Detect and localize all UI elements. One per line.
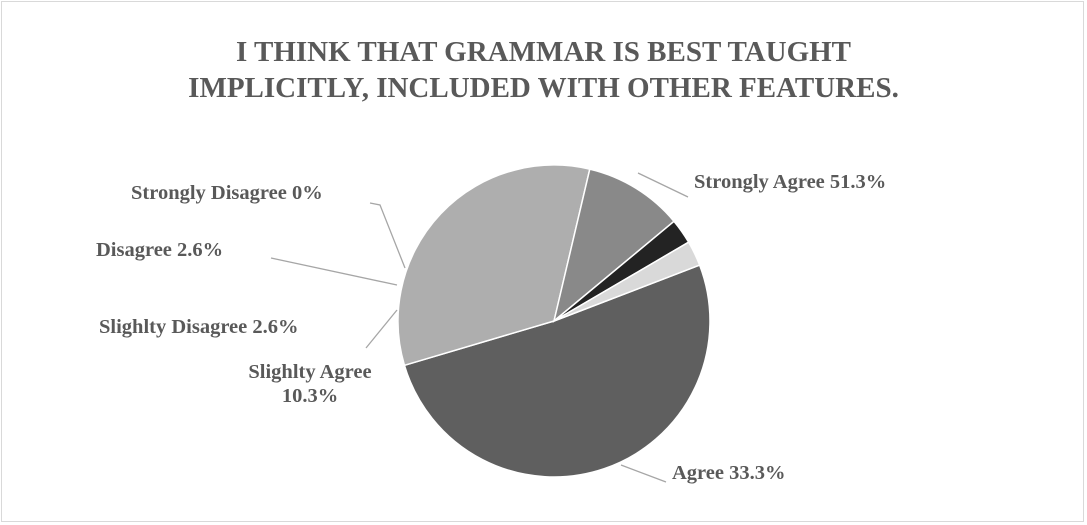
data-label-agree: Agree 33.3%: [672, 462, 785, 484]
data-labels: Strongly Agree 51.3% Agree 33.3% Slighlty …: [96, 171, 886, 484]
leader-line-strongly-disagree: [369, 202, 406, 269]
chart-title-line-1: I THINK THAT GRAMMAR IS BEST TAUGHT: [235, 36, 852, 68]
leader-line-disagree: [270, 257, 398, 286]
pie-slice-disagree: [553, 241, 701, 322]
data-label-slighlty-agree: Slighlty Agree 10.3%: [248, 361, 371, 407]
leader-line-strongly-agree: [637, 172, 689, 198]
pie-slice-agree: [397, 164, 591, 367]
leader-line-agree: [620, 464, 667, 483]
leader-lines: [270, 172, 689, 483]
data-label-strongly-disagree: Strongly Disagree 0%: [131, 182, 323, 204]
data-label-strongly-agree: Strongly Agree 51.3%: [694, 171, 886, 193]
pie-slice-strongly-agree: [403, 264, 711, 478]
data-label-slighlty-disagree: Slighlty Disagree 2.6%: [99, 316, 299, 338]
chart-title-line-2: IMPLICITLY, INCLUDED WITH OTHER FEATURES…: [188, 72, 899, 104]
pie-slice-slighlty-agree: [552, 168, 676, 324]
chart-title: I THINK THAT GRAMMAR IS BEST TAUGHT IMPL…: [0, 34, 1087, 106]
data-label-disagree: Disagree 2.6%: [96, 239, 223, 261]
leader-line-slighlty-disagree: [365, 309, 398, 349]
pie-slices: [397, 164, 711, 478]
